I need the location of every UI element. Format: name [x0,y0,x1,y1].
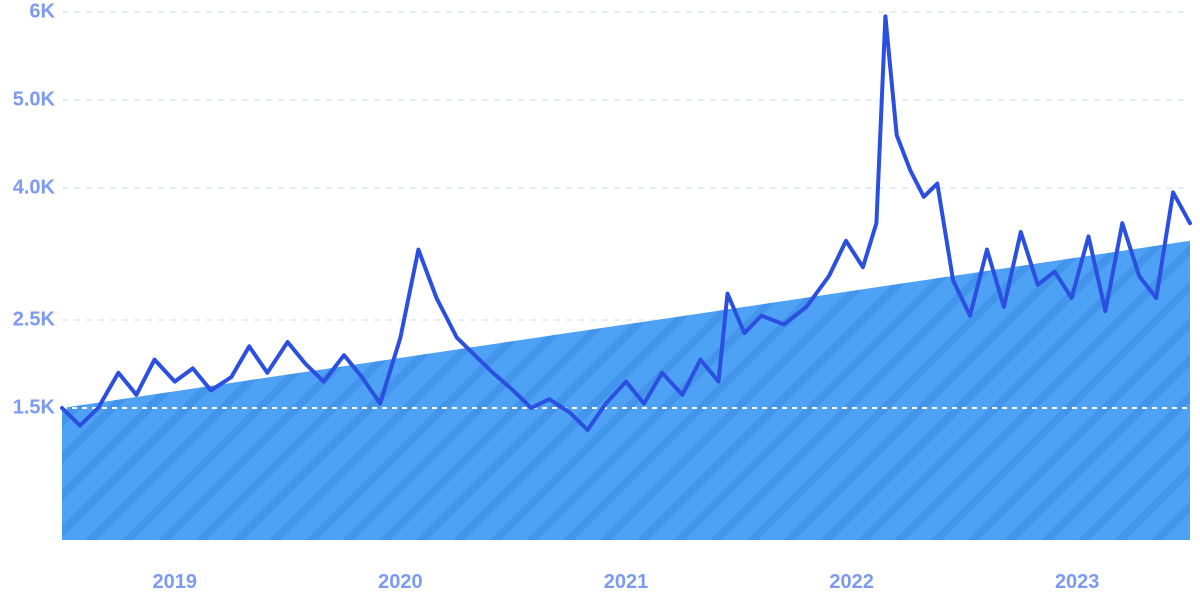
y-axis-label: 1.5K [13,397,55,420]
chart-svg [0,0,1200,599]
x-axis-label: 2023 [1055,571,1100,594]
x-axis-label: 2021 [604,571,649,594]
x-axis-label: 2020 [378,571,423,594]
y-axis-label: 4.0K [13,177,55,200]
y-axis-label: 5.0K [13,89,55,112]
time-series-chart: 1.5K 2.5K 4.0K 5.0K 6K 2019 2020 2021 2022 2023 [0,0,1200,599]
x-axis-label: 2019 [153,571,198,594]
y-axis-label: 2.5K [13,309,55,332]
x-axis-label: 2022 [829,571,874,594]
y-axis-label: 6K [29,1,55,24]
area-series [62,241,1190,540]
